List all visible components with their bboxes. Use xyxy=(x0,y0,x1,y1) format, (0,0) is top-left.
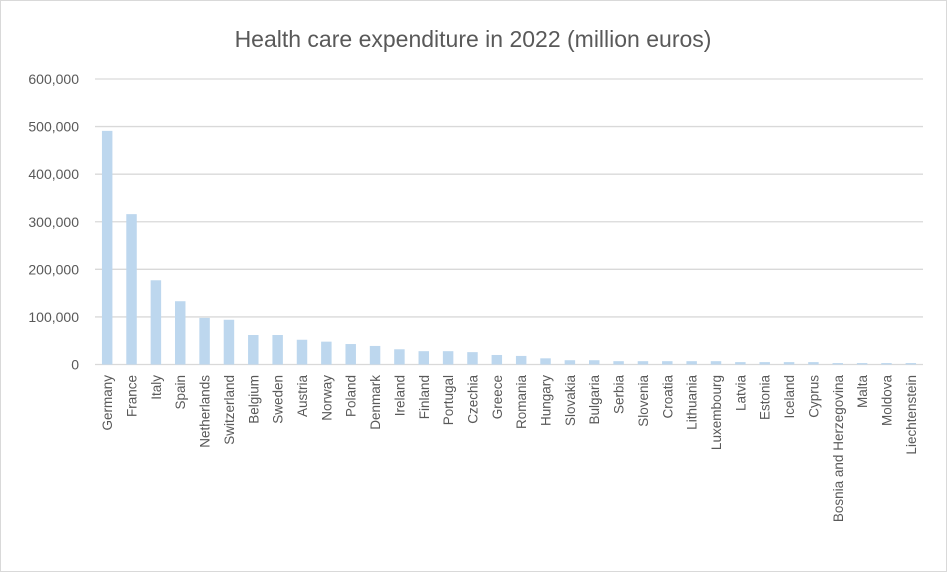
x-tick-label: Norway xyxy=(319,375,334,421)
bar-latvia xyxy=(735,362,746,365)
bar-germany xyxy=(101,130,113,365)
bar-switzerland xyxy=(223,319,235,365)
bar-lithuania xyxy=(686,361,697,365)
x-tick-label: Germany xyxy=(100,375,115,431)
y-axis: 0 100,000 200,000 300,000 400,000 500,000 600,… xyxy=(28,71,79,373)
bar-ireland xyxy=(394,349,405,365)
x-tick-label: Portugal xyxy=(441,375,456,425)
y-tick-label: 0 xyxy=(71,357,79,373)
y-tick-label: 500,000 xyxy=(28,119,79,135)
x-tick-label: Luxembourg xyxy=(709,375,724,450)
x-tick-label: Ireland xyxy=(392,375,407,416)
x-tick-label: Malta xyxy=(855,375,870,409)
bar-poland xyxy=(345,344,356,365)
x-tick-label: Slovenia xyxy=(636,375,651,427)
bar-sweden xyxy=(272,334,283,365)
bar-romania xyxy=(515,355,527,365)
y-tick-label: 300,000 xyxy=(28,214,79,230)
chart-title: Health care expenditure in 2022 (million… xyxy=(235,26,712,52)
bar-greece xyxy=(491,354,503,365)
bar-austria xyxy=(296,339,308,365)
bar-bosnia-and-herzegovina xyxy=(832,363,844,365)
bar-estonia xyxy=(759,362,770,365)
bar-france xyxy=(126,214,137,365)
x-tick-label: Netherlands xyxy=(198,375,213,448)
x-tick-label: Belgium xyxy=(246,375,261,424)
x-tick-label: Serbia xyxy=(612,375,627,415)
bar-bulgaria xyxy=(588,360,600,365)
x-tick-label: Austria xyxy=(295,375,310,418)
x-tick-label: Spain xyxy=(173,375,188,410)
bar-moldova xyxy=(881,363,892,365)
y-tick-label: 200,000 xyxy=(28,261,79,277)
x-axis: Germany France Italy Spain Netherlands Switze… xyxy=(100,375,919,523)
bar-denmark xyxy=(369,345,381,365)
gridlines xyxy=(95,78,923,366)
x-tick-label: Croatia xyxy=(660,375,675,419)
bar-iceland xyxy=(783,362,795,365)
x-tick-label: Italy xyxy=(149,375,164,400)
bar-portugal xyxy=(442,351,454,365)
x-tick-label: Cyprus xyxy=(806,375,821,418)
bar-liechtenstein xyxy=(905,363,917,365)
x-tick-label: Denmark xyxy=(368,375,383,430)
x-tick-label: Bulgaria xyxy=(587,375,602,425)
bar-hungary xyxy=(540,358,551,365)
bar-luxembourg xyxy=(710,361,722,365)
x-tick-label: Bosnia and Herzegovina xyxy=(831,375,846,523)
bar-spain xyxy=(174,301,186,365)
bars xyxy=(101,130,917,365)
x-tick-label: Liechtenstein xyxy=(904,375,919,455)
bar-slovenia xyxy=(637,361,649,365)
x-tick-label: France xyxy=(125,375,140,417)
x-tick-label: Hungary xyxy=(539,375,554,426)
x-tick-label: Estonia xyxy=(758,375,773,421)
y-tick-label: 100,000 xyxy=(28,309,79,325)
x-tick-label: Latvia xyxy=(733,375,748,412)
x-tick-label: Greece xyxy=(490,375,505,419)
bar-belgium xyxy=(248,334,259,365)
bar-serbia xyxy=(613,361,624,365)
bar-malta xyxy=(856,363,868,365)
x-tick-label: Romania xyxy=(514,375,529,430)
bar-croatia xyxy=(662,361,673,365)
x-tick-label: Moldova xyxy=(879,375,894,427)
bar-slovakia xyxy=(564,360,576,365)
x-tick-label: Iceland xyxy=(782,375,797,419)
bar-finland xyxy=(418,351,430,365)
bar-czechia xyxy=(467,352,478,365)
y-tick-label: 400,000 xyxy=(28,166,79,182)
x-tick-label: Slovakia xyxy=(563,375,578,427)
bar-netherlands xyxy=(199,317,210,365)
bar-cyprus xyxy=(808,362,819,365)
x-tick-label: Finland xyxy=(417,375,432,419)
bar-norway xyxy=(321,341,332,365)
x-tick-label: Switzerland xyxy=(222,375,237,445)
x-tick-label: Lithuania xyxy=(685,375,700,430)
x-tick-label: Poland xyxy=(344,375,359,417)
x-tick-label: Czechia xyxy=(465,375,480,424)
x-tick-label: Sweden xyxy=(271,375,286,424)
bar-italy xyxy=(150,280,162,365)
y-tick-label: 600,000 xyxy=(28,71,79,87)
